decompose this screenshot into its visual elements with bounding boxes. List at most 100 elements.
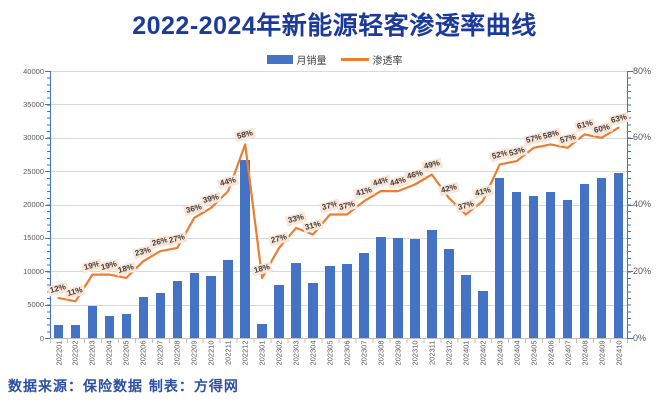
x-axis-label: 202212 (240, 340, 250, 366)
x-axis-label: 202405 (529, 340, 539, 366)
sales-bar (70, 324, 81, 338)
data-source-note: 数据来源：保险数据 制表：方得网 (8, 379, 239, 395)
sales-bar (359, 253, 369, 338)
x-axis-label: 202404 (512, 340, 522, 366)
x-axis-label: 202406 (546, 340, 556, 366)
x-axis-label: 202202 (70, 340, 80, 366)
gridline (50, 237, 627, 239)
x-axis-label: 202401 (461, 340, 471, 366)
legend-penetration-label: 渗透率 (372, 56, 403, 67)
sales-bar (240, 160, 250, 338)
gridline (50, 171, 627, 173)
x-axis-label: 202207 (155, 340, 165, 366)
left-axis-major-tick (45, 237, 50, 239)
y-axis-label-left: 15000 (23, 233, 44, 243)
y-axis-label-left: 30000 (23, 133, 44, 143)
bar-swatch-icon (266, 55, 293, 64)
right-axis-major-tick (627, 271, 633, 273)
sales-bar (121, 313, 132, 338)
left-axis-major-tick (45, 304, 50, 306)
x-axis-label: 202409 (597, 340, 607, 366)
x-axis-label: 202203 (87, 340, 97, 366)
sales-bar (562, 199, 573, 338)
sales-bar (308, 282, 318, 338)
sales-bar (104, 315, 115, 338)
gridline (50, 71, 627, 72)
x-axis-ticks (50, 339, 628, 343)
x-axis-label: 202309 (393, 340, 403, 366)
x-axis-label: 202408 (580, 340, 590, 366)
left-axis-major-tick (45, 137, 50, 139)
x-axis-label: 202311 (427, 340, 437, 365)
left-axis-major-tick (45, 171, 50, 173)
sales-bar (138, 296, 149, 338)
x-axis-label: 202410 (614, 340, 623, 366)
sales-bar (511, 191, 522, 338)
y-axis-label-right: 0% (633, 332, 647, 343)
x-axis-label: 202205 (121, 340, 131, 366)
y-axis-label-left: 10000 (23, 266, 44, 276)
x-axis-label: 202302 (274, 340, 284, 366)
sales-bar (223, 259, 233, 338)
sales-bar (596, 177, 607, 338)
line-swatch-icon (340, 58, 369, 61)
y-axis-label-left: 20000 (23, 200, 44, 209)
x-axis-line (50, 338, 627, 339)
x-axis-label: 202210 (206, 340, 216, 366)
sales-bar (494, 177, 505, 338)
sales-bar (613, 173, 624, 338)
sales-bar (410, 239, 420, 338)
left-y-axis-spine (50, 71, 51, 338)
sales-bar (189, 272, 199, 338)
x-axis-label: 202301 (257, 340, 267, 366)
gridline (50, 271, 627, 273)
legend-sales-label: 月销量 (296, 56, 327, 67)
right-axis-major-tick (627, 204, 633, 206)
x-axis-label: 202402 (478, 340, 488, 366)
sales-bar (257, 323, 267, 338)
y-axis-label-right: 40% (633, 199, 652, 209)
x-axis-label: 202304 (308, 340, 318, 366)
x-axis-label: 202211 (223, 340, 233, 365)
x-axis-label: 202204 (104, 340, 114, 366)
sales-bar (274, 285, 284, 338)
right-axis-major-tick (627, 71, 633, 72)
sales-bar (427, 229, 437, 338)
x-axis-label: 202305 (325, 340, 335, 366)
legend-item-sales: 月销量 (266, 52, 327, 67)
x-axis-label: 202407 (563, 340, 573, 366)
gridline (50, 104, 627, 106)
x-axis-label: 202308 (376, 340, 386, 366)
left-axis-major-tick (45, 338, 50, 339)
x-axis-label: 202312 (444, 340, 454, 366)
legend-item-penetration: 渗透率 (340, 52, 403, 67)
x-axis-label: 202206 (138, 340, 148, 366)
chart-title: 2022-2024年新能源轻客渗透率曲线 (132, 12, 537, 40)
sales-bar (291, 263, 301, 338)
sales-bar (461, 274, 471, 338)
left-axis-major-tick (45, 271, 50, 273)
plot-area: 0 5000 10000 15000 20000 25000 30000 35000 40000… (23, 66, 651, 365)
x-axis-label: 202201 (54, 340, 63, 366)
gridline (50, 137, 627, 139)
sales-bar (53, 324, 64, 338)
sales-bar (393, 237, 403, 338)
sales-bar (545, 192, 556, 338)
sales-bar (342, 263, 352, 338)
y-axis-label-right: 20% (633, 265, 652, 276)
left-axis-major-tick (45, 204, 50, 206)
sales-bar (155, 292, 166, 338)
y-axis-label-left: 35000 (23, 99, 44, 109)
legend: 月销量 渗透率 (0, 52, 669, 67)
x-axis-label: 202306 (342, 340, 352, 366)
sales-bar (87, 305, 98, 338)
sales-bar (444, 248, 454, 338)
gridline (50, 304, 627, 306)
x-axis-label: 202208 (172, 340, 182, 366)
y-axis-label-left: 25000 (23, 166, 44, 176)
sales-bar (528, 195, 539, 338)
sales-bar (579, 184, 590, 338)
left-axis-major-tick (45, 104, 50, 106)
sales-bar (478, 291, 488, 338)
